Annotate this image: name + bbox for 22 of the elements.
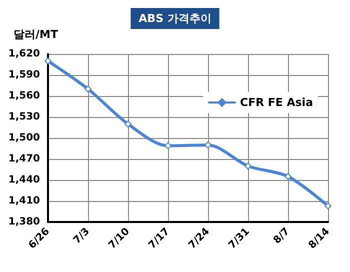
y-tick-label: 1,500 [8, 132, 40, 144]
y-tick-label: 1,620 [8, 48, 40, 60]
point [124, 120, 132, 128]
y-tick-label: 1,530 [8, 112, 40, 122]
point [204, 142, 212, 148]
y-tick-label: 1,560 [8, 90, 40, 102]
y-tick-label: 1,470 [8, 154, 40, 164]
y-tick-label: 1,380 [8, 216, 40, 228]
x-tick-label: 7/3 [72, 226, 92, 246]
y-tick-label: 1,410 [8, 196, 40, 206]
x-tick-label: 8/7 [272, 226, 292, 246]
point [324, 202, 332, 210]
point [164, 142, 172, 150]
chart-title: ABS 가격추이 [138, 12, 212, 25]
point [284, 173, 292, 180]
point [244, 162, 252, 170]
y-tick-label: 1,590 [8, 70, 40, 80]
y-tick-label: 1,440 [8, 174, 40, 186]
legend-label: CFR FE Asia [240, 96, 313, 109]
y-axis-title: 달러/MT [14, 28, 58, 41]
point [84, 86, 92, 92]
point [44, 58, 52, 64]
